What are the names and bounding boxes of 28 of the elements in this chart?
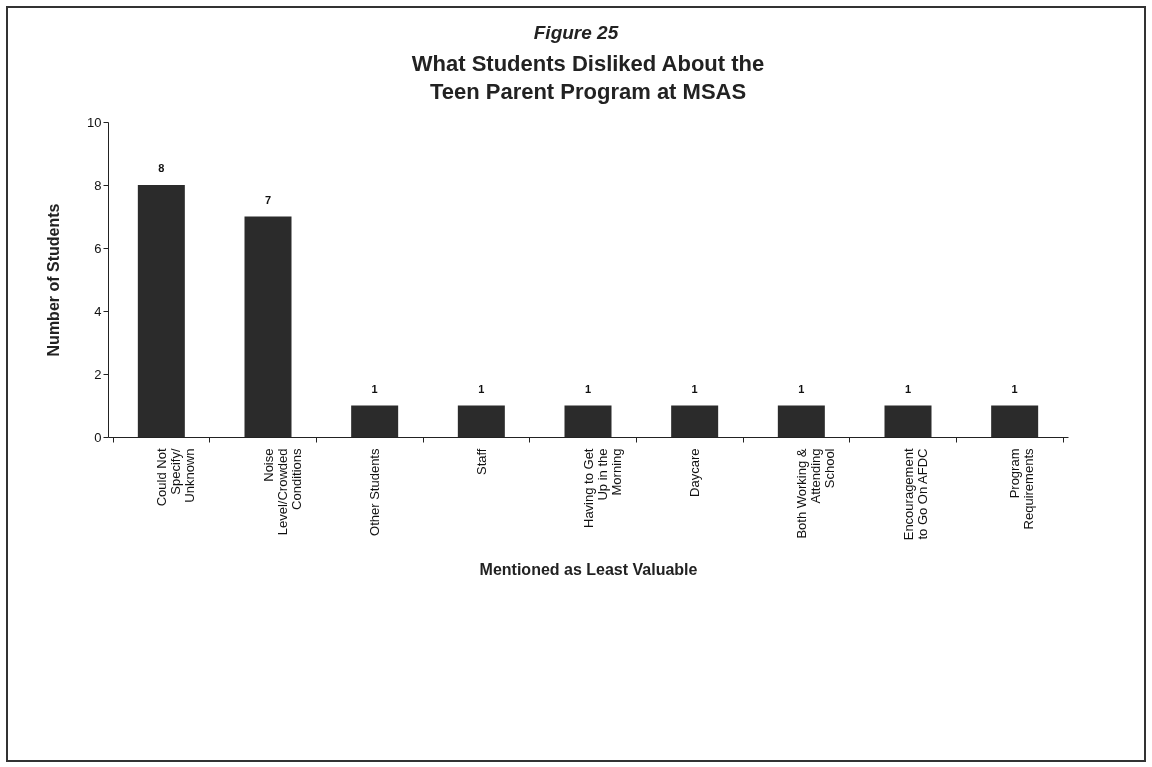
y-tick-label: 0 <box>94 429 102 445</box>
y-tick-label: 4 <box>94 303 102 319</box>
x-tick-label: Staff <box>473 448 489 476</box>
data-label: 1 <box>691 382 698 395</box>
y-tick-label: 8 <box>94 177 102 193</box>
x-tick-label: Both Working & Attending School <box>793 448 837 539</box>
y-tick-label: 6 <box>94 240 102 256</box>
data-label: 1 <box>478 382 485 395</box>
data-label: 8 <box>158 162 165 174</box>
data-label: 1 <box>904 382 912 395</box>
x-tick-label: Daycare <box>687 448 703 497</box>
y-axis-title: Number of Students <box>45 203 63 357</box>
y-tick-label: 2 <box>94 366 102 382</box>
data-label: 1 <box>1011 382 1018 395</box>
x-tick-label: Noise Level/Crowded Conditions <box>260 448 304 536</box>
x-axis-title: Mentioned as Least Valuable <box>479 561 698 579</box>
x-tick-label: Other Students <box>367 448 383 536</box>
data-label: 1 <box>371 382 378 395</box>
chart-subtitle: Figure 25 <box>532 22 620 44</box>
x-tick-label: Having to Get Up in the Morning <box>580 448 624 528</box>
data-label: 1 <box>584 382 592 395</box>
data-label: 7 <box>264 193 272 206</box>
y-tick-label: 10 <box>87 114 102 130</box>
x-tick-label: Program Requirements <box>1007 448 1037 530</box>
data-label: 1 <box>798 382 805 395</box>
chart-title: What Students Disliked About the Teen Parent Program at MSAS <box>411 51 765 104</box>
x-tick-label: Could Not Specify/ Unknown <box>153 448 197 507</box>
x-tick-label: Encouragement to Go On AFDC <box>900 448 930 541</box>
